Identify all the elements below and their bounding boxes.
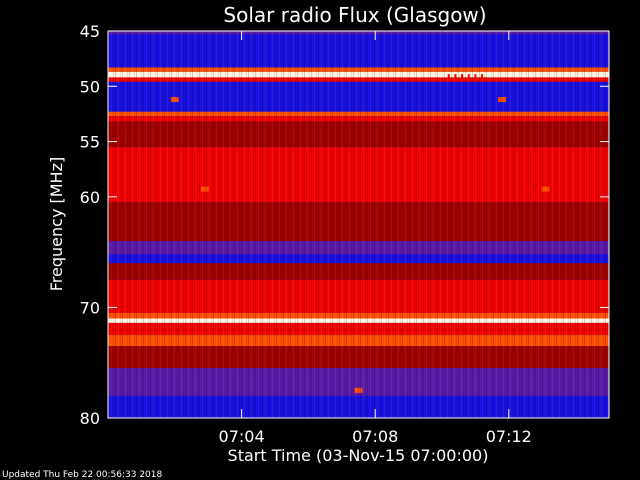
y-tick-label-80: 80 [80, 409, 100, 428]
y-tick-label-50: 50 [80, 77, 100, 96]
updated-timestamp: Updated Thu Feb 22 00:56:33 2018 [2, 470, 163, 480]
y-tick-label-45: 45 [80, 22, 100, 41]
x-axis-label: Start Time (03-Nov-15 07:00:00) [228, 446, 489, 465]
x-tick-label-07:08: 07:08 [352, 427, 398, 446]
y-tick-label-60: 60 [80, 188, 100, 207]
plot-frame [107, 30, 610, 419]
x-tick-label-07:12: 07:12 [486, 427, 532, 446]
y-axis: 45 50 55 60 70 80 [80, 22, 609, 428]
plot-area [108, 31, 609, 418]
y-tick-label-55: 55 [80, 133, 100, 152]
texture-overlay [108, 31, 609, 418]
x-tick-label-07:04: 07:04 [219, 427, 265, 446]
chart-title: Solar radio Flux (Glasgow) [223, 3, 486, 27]
y-axis-label: Frequency [MHz] [47, 157, 66, 291]
x-axis: 07:04 07:08 07:12 [219, 31, 532, 446]
y-tick-label-70: 70 [80, 298, 100, 317]
